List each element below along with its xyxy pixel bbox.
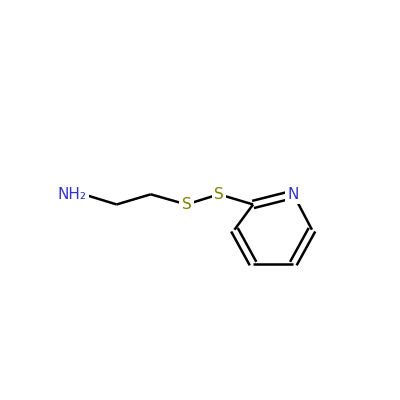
- Text: S: S: [214, 187, 224, 202]
- Text: NH₂: NH₂: [58, 187, 87, 202]
- Text: S: S: [182, 197, 191, 212]
- Text: N: N: [288, 187, 299, 202]
